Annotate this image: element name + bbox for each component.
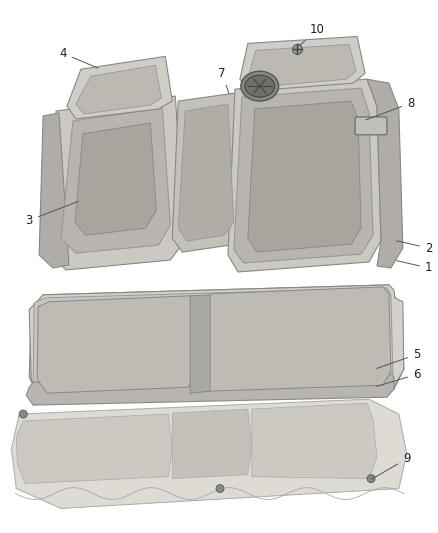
Circle shape [293, 44, 303, 54]
Polygon shape [26, 372, 394, 405]
Polygon shape [252, 403, 377, 479]
Polygon shape [61, 108, 170, 253]
Polygon shape [75, 123, 156, 235]
FancyBboxPatch shape [355, 117, 387, 135]
Polygon shape [16, 414, 172, 483]
Text: 9: 9 [371, 453, 410, 479]
Text: 8: 8 [366, 96, 414, 120]
Polygon shape [46, 96, 185, 270]
Polygon shape [29, 285, 404, 395]
Text: 5: 5 [377, 348, 420, 368]
Polygon shape [37, 296, 193, 393]
Polygon shape [234, 88, 373, 263]
Circle shape [367, 475, 375, 482]
Polygon shape [172, 93, 242, 252]
Polygon shape [39, 113, 69, 268]
Text: 3: 3 [25, 201, 78, 227]
Polygon shape [76, 65, 161, 114]
Polygon shape [205, 287, 391, 391]
Text: 6: 6 [377, 368, 420, 386]
Polygon shape [190, 295, 210, 393]
Text: 10: 10 [300, 23, 325, 45]
Ellipse shape [245, 75, 275, 97]
Polygon shape [33, 288, 393, 397]
Polygon shape [367, 79, 403, 268]
Polygon shape [178, 104, 234, 241]
Text: 7: 7 [218, 67, 229, 93]
Polygon shape [240, 36, 365, 91]
Polygon shape [249, 44, 356, 87]
Circle shape [216, 484, 224, 492]
Text: 2: 2 [396, 241, 432, 255]
Polygon shape [248, 101, 361, 252]
Polygon shape [172, 409, 252, 479]
Polygon shape [67, 56, 172, 119]
Text: 1: 1 [396, 261, 432, 274]
Circle shape [19, 410, 27, 418]
Ellipse shape [241, 71, 279, 101]
Polygon shape [29, 285, 404, 397]
Polygon shape [228, 79, 381, 272]
Polygon shape [11, 399, 407, 508]
Text: 4: 4 [59, 47, 98, 68]
